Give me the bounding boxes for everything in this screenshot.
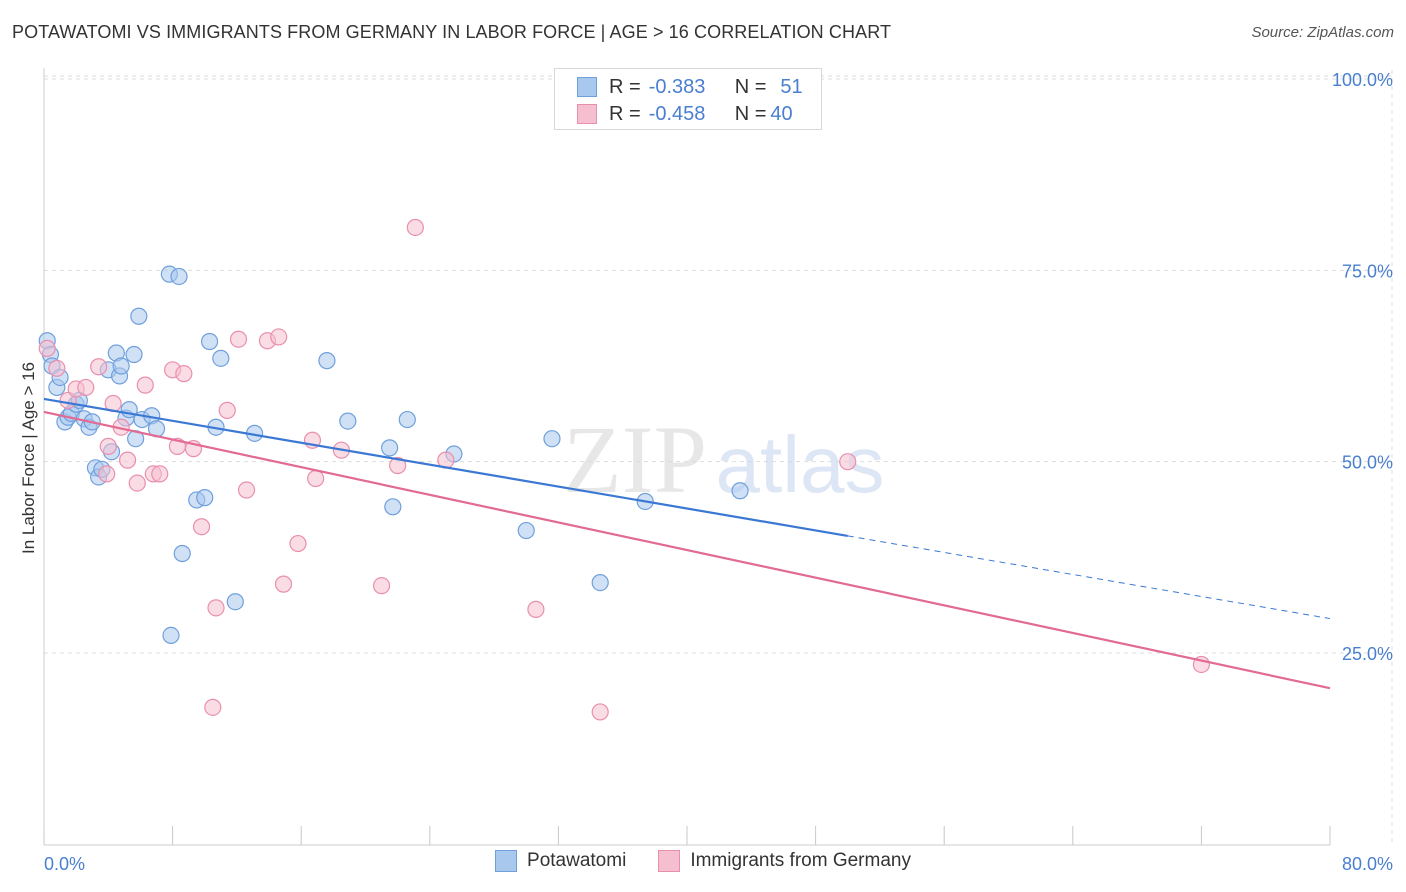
chart-title: POTAWATOMI VS IMMIGRANTS FROM GERMANY IN… <box>12 22 892 42</box>
potawatomi-point <box>162 626 180 644</box>
germany-point <box>229 330 248 348</box>
r-label: R = <box>609 75 641 98</box>
y-axis-label: In Labor Force | Age > 16 <box>19 362 38 554</box>
legend-item-potawatomi: Potawatomi <box>495 850 626 872</box>
germany-point <box>128 474 146 492</box>
germany-point <box>289 534 307 553</box>
potawatomi-point <box>130 307 148 325</box>
stats-legend: R = -0.383 N = 51 R = -0.458 N = 40 <box>554 68 822 130</box>
potawatomi-point <box>517 521 535 540</box>
n-value: 40 <box>770 102 793 125</box>
germany-point <box>839 453 857 471</box>
series-legend: Potawatomi Immigrants from Germany <box>0 850 1406 872</box>
n-label: N = <box>734 102 767 125</box>
legend-item-germany: Immigrants from Germany <box>658 850 911 872</box>
potawatomi-trendline <box>43 397 848 537</box>
potawatomi-trendline-extension <box>847 535 1331 620</box>
legend-label: Potawatomi <box>527 850 627 871</box>
pink-swatch <box>577 104 597 124</box>
y-tick-label: 100.0% <box>1332 70 1393 90</box>
potawatomi-point <box>384 498 402 516</box>
potawatomi-point <box>318 352 336 370</box>
germany-point <box>38 339 56 357</box>
potawatomi-point <box>196 489 214 507</box>
potawatomi-point <box>591 573 609 592</box>
germany-point <box>192 518 211 536</box>
germany-point <box>307 469 325 488</box>
germany-point <box>274 575 293 593</box>
potawatomi-point <box>200 332 219 351</box>
germany-point <box>175 365 193 383</box>
germany-point <box>406 218 424 237</box>
germany-point <box>218 401 236 419</box>
blue-swatch <box>577 77 597 97</box>
potawatomi-point <box>226 593 244 611</box>
germany-point <box>207 599 225 617</box>
watermark-zip: ZIP <box>563 406 707 513</box>
stats-legend-row-potawatomi: R = -0.383 N = 51 <box>555 74 803 100</box>
y-tick-label: 50.0% <box>1342 453 1393 473</box>
potawatomi-point <box>731 482 749 500</box>
pink-swatch <box>658 850 681 872</box>
potawatomi-point <box>125 345 143 364</box>
n-label: N = <box>734 75 767 98</box>
r-value: -0.383 <box>648 75 706 98</box>
y-tick-label: 75.0% <box>1342 261 1393 281</box>
potawatomi-point <box>339 412 357 430</box>
germany-point <box>48 359 66 377</box>
potawatomi-point <box>112 357 130 375</box>
germany-point <box>527 600 545 618</box>
germany-point <box>98 465 116 483</box>
y-tick-label: 25.0% <box>1342 644 1393 664</box>
legend-label: Immigrants from Germany <box>690 850 911 871</box>
germany-point <box>151 465 169 483</box>
germany-point <box>389 456 407 475</box>
potawatomi-point <box>173 544 191 563</box>
blue-swatch <box>495 850 518 872</box>
x-tick-label: 0.0% <box>44 854 85 874</box>
germany-point <box>237 481 256 499</box>
germany-point <box>204 698 222 716</box>
germany-point <box>591 703 609 721</box>
r-value: -0.458 <box>648 102 706 125</box>
germany-point <box>270 328 288 346</box>
germany-point <box>118 451 137 469</box>
potawatomi-point <box>170 267 188 286</box>
potawatomi-point <box>381 439 399 457</box>
germany-point <box>77 378 95 397</box>
potawatomi-point <box>212 349 230 367</box>
germany-point <box>90 358 108 376</box>
germany-point <box>136 376 154 394</box>
r-label: R = <box>609 102 641 125</box>
n-value: 51 <box>780 75 803 98</box>
source-label: Source: ZipAtlas.com <box>1251 24 1394 41</box>
x-tick-label: 80.0% <box>1342 854 1393 874</box>
germany-trendline <box>43 410 1331 690</box>
potawatomi-point <box>398 410 416 429</box>
stats-legend-row-germany: R = -0.458 N = 40 <box>555 101 793 127</box>
germany-point <box>372 577 391 595</box>
germany-point <box>99 437 117 455</box>
potawatomi-point <box>543 430 561 448</box>
